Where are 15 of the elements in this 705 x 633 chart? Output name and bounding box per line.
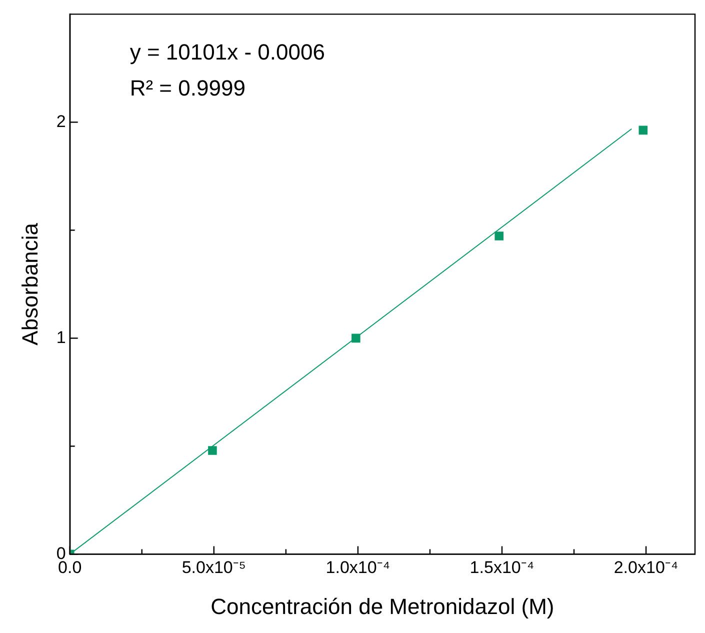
x-tick-label: 0.0	[58, 558, 82, 578]
y-tick-label: 2	[56, 112, 66, 131]
annotation: y = 10101x - 0.0006	[130, 39, 325, 64]
x-tick-label: 1.5x10⁻⁴	[470, 558, 534, 578]
point	[208, 446, 217, 455]
annotation: R² = 0.9999	[130, 75, 246, 100]
x-tick-label: 5.0x10⁻⁵	[182, 558, 246, 578]
y-axis-title: Absorbancia	[17, 222, 42, 346]
point	[352, 334, 360, 343]
x-axis-title: Concentración de Metronidazol (M)	[210, 594, 554, 619]
x-tick-label: 2.0x10⁻⁴	[614, 558, 678, 578]
point	[638, 126, 648, 135]
x-tick-label: 1.0x10⁻⁴	[326, 558, 390, 578]
point	[494, 232, 504, 240]
y-tick-label: 1	[56, 328, 66, 347]
